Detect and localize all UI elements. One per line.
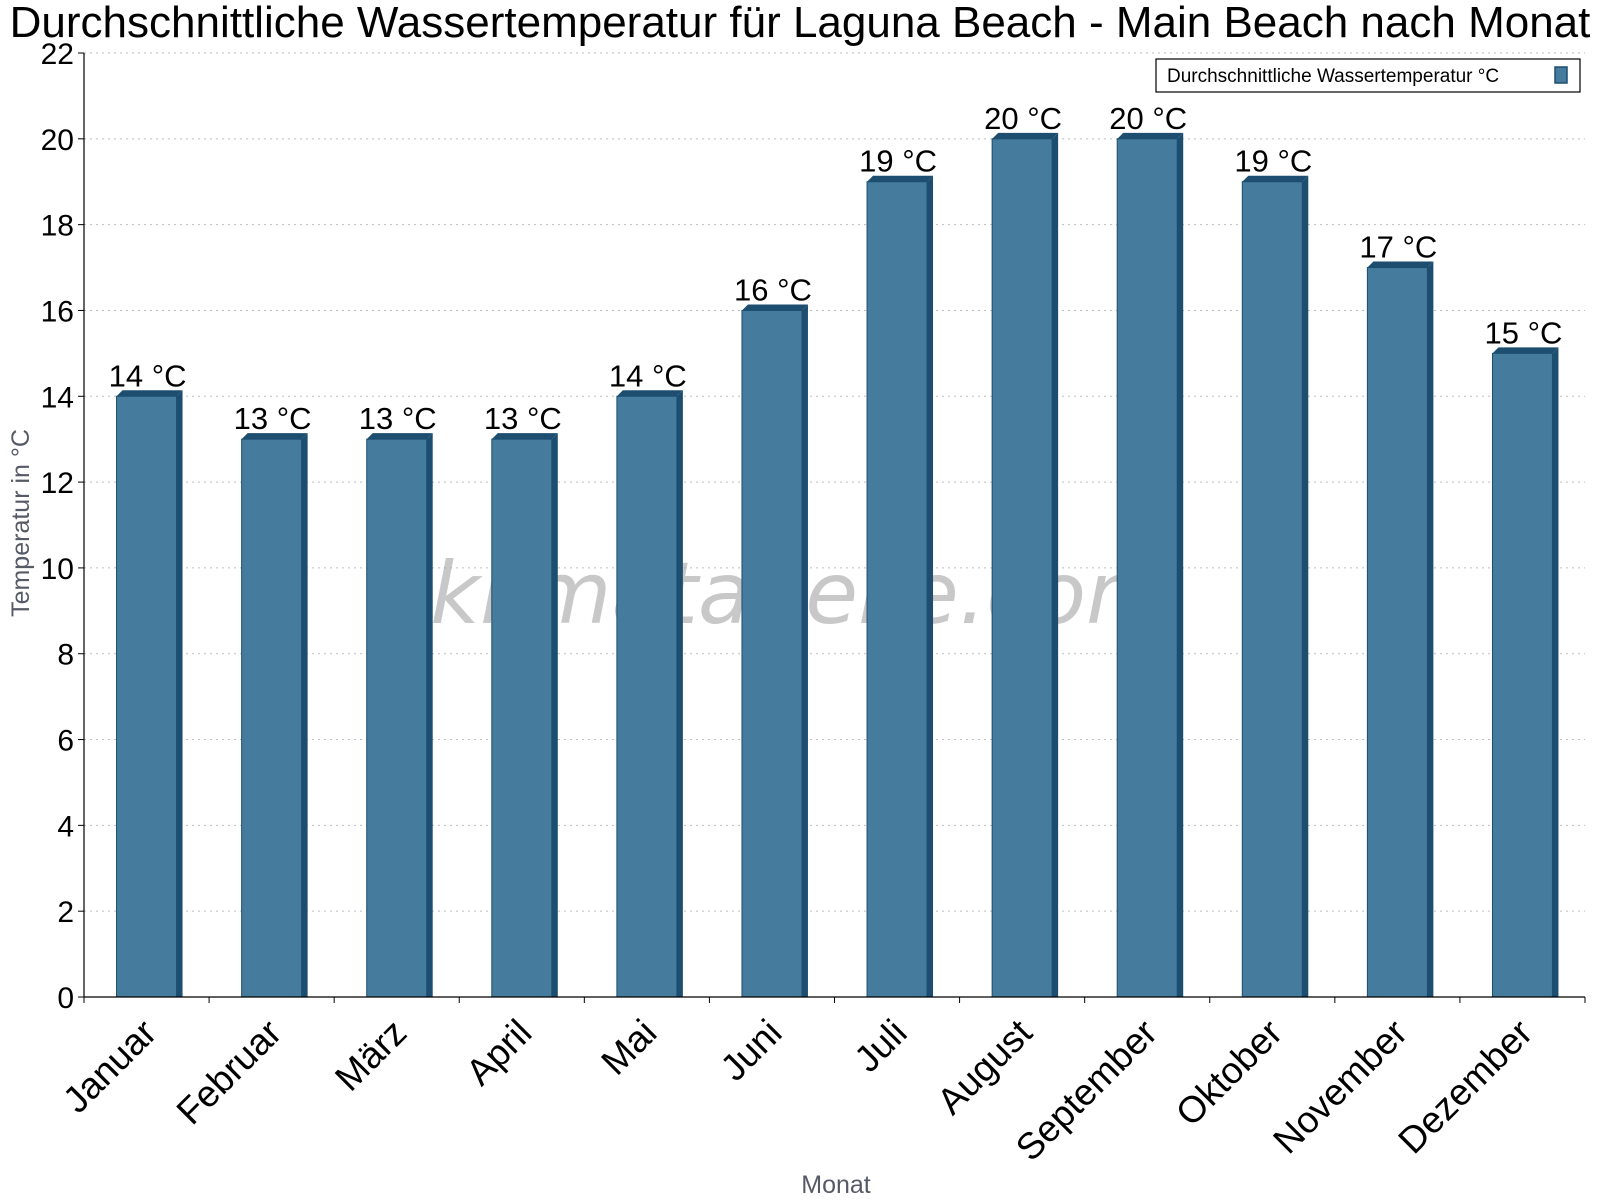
x-tick-label: Oktober (1168, 1012, 1290, 1134)
bar-6 (741, 304, 808, 998)
x-tick-label: April (458, 1012, 539, 1093)
bar-4 (491, 433, 558, 998)
bar-side (1177, 132, 1184, 997)
bar (366, 438, 428, 998)
y-tick-labels: 0 2 4 6 8 10 12 14 16 18 20 22 (41, 38, 84, 1015)
y-tick-label: 4 (57, 810, 74, 843)
bar-side (301, 433, 308, 997)
y-axis-title: Temperatur in °C (7, 429, 35, 617)
bar-8 (991, 132, 1059, 998)
bar-5 (616, 390, 683, 998)
bar-top (491, 433, 558, 440)
legend-label: Durchschnittliche Wassertemperatur °C (1167, 66, 1499, 87)
bar-side (1427, 261, 1434, 998)
data-label: 16 °C (734, 272, 812, 307)
bar-7 (866, 175, 934, 998)
bar (1116, 138, 1178, 998)
bar (741, 309, 803, 998)
y-tick-label: 0 (57, 982, 74, 1015)
bar-side (676, 390, 683, 998)
y-tick-label: 22 (41, 38, 74, 71)
y-tick-label: 6 (57, 725, 74, 758)
bar-top (616, 390, 683, 397)
bar-11 (1366, 261, 1434, 998)
bar-2 (241, 433, 308, 998)
y-tick-label: 8 (57, 639, 74, 672)
bar-top (241, 433, 308, 440)
bar-series (116, 132, 1559, 998)
bar-1 (116, 390, 183, 998)
bar-side (1302, 175, 1309, 997)
y-tick-label: 20 (41, 124, 74, 157)
y-tick-label: 2 (57, 896, 74, 929)
y-tick-label: 12 (41, 467, 74, 500)
legend: Durchschnittliche Wassertemperatur °C (1155, 58, 1581, 93)
data-labels: 14 °C 13 °C 13 °C 13 °C 14 °C 16 °C 19 °C 20 °C… (109, 101, 1563, 436)
x-tick-label: Juni (713, 1012, 790, 1089)
data-label: 13 °C (359, 401, 437, 436)
bar-side (1052, 132, 1059, 997)
legend-box (1155, 58, 1581, 93)
data-label: 20 °C (984, 101, 1062, 136)
x-tick-label: Januar (55, 1012, 164, 1121)
bar (1491, 352, 1553, 998)
data-label: 13 °C (234, 401, 312, 436)
bar-9 (1116, 132, 1184, 998)
bar-side (801, 304, 808, 997)
bar-side (426, 433, 433, 997)
bar-side (551, 433, 558, 997)
bar-top (992, 132, 1059, 139)
y-tick-label: 10 (41, 553, 74, 586)
bar (116, 395, 178, 998)
bar-top (116, 390, 183, 397)
x-tick-label: November (1265, 1012, 1415, 1162)
bar (491, 438, 553, 998)
x-tick-label: Juli (846, 1012, 914, 1080)
bar-top (741, 304, 808, 311)
chart-title: Durchschnittliche Wassertemperatur für L… (10, 0, 1591, 47)
bar-top (1492, 347, 1559, 354)
bar (991, 138, 1053, 998)
x-tick-label: März (327, 1012, 414, 1099)
y-tick-label: 18 (41, 210, 74, 243)
x-axis-title: Monat (801, 1171, 871, 1199)
grid-lines (84, 52, 1585, 912)
bar-top (867, 175, 934, 182)
data-label: 13 °C (484, 401, 562, 436)
bar-top (1367, 261, 1434, 268)
bar-side (176, 390, 183, 998)
bar (1241, 181, 1303, 998)
x-tick-label: August (929, 1011, 1040, 1122)
data-label: 19 °C (859, 144, 937, 179)
bar (616, 395, 678, 998)
bar (866, 181, 928, 998)
bar-top (1117, 132, 1184, 139)
bar-3 (366, 433, 433, 998)
bar-top (366, 433, 433, 440)
bar-top (1242, 175, 1309, 182)
bar-side (927, 175, 934, 997)
x-tick-label: Mai (593, 1012, 664, 1083)
y-tick-label: 14 (41, 381, 74, 414)
y-tick-label: 16 (41, 295, 74, 328)
axes (83, 53, 1586, 1003)
legend-swatch (1554, 66, 1568, 84)
x-tick-label: Februar (169, 1012, 290, 1133)
bar (1366, 267, 1428, 998)
bar-12 (1491, 347, 1559, 998)
bar-10 (1241, 175, 1309, 998)
data-label: 20 °C (1109, 101, 1187, 136)
bar (241, 438, 303, 998)
data-label: 19 °C (1234, 144, 1312, 179)
data-label: 15 °C (1485, 315, 1563, 350)
bar-side (1552, 347, 1559, 997)
data-label: 14 °C (109, 358, 187, 393)
data-label: 17 °C (1359, 230, 1437, 265)
x-tick-label: Dezember (1390, 1012, 1540, 1162)
x-tick-labels: Januar Februar März April Mai Juni Juli AugustS… (55, 1011, 1540, 1168)
data-label: 14 °C (609, 358, 687, 393)
